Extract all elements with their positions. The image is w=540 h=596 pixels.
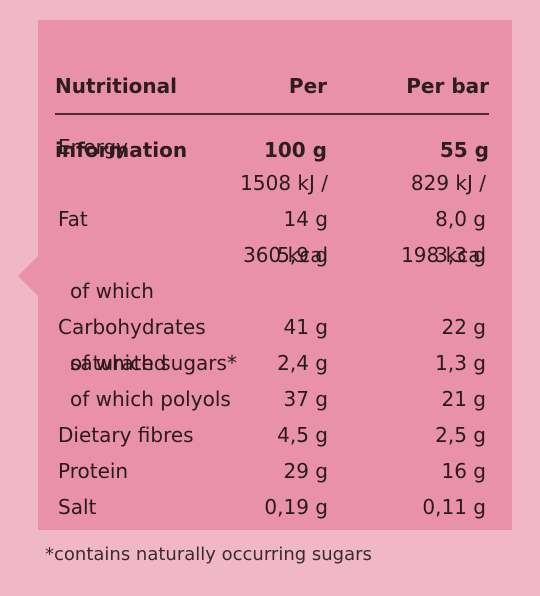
row-label-line2: saturated [70, 351, 167, 375]
header-perbar-line1: Per bar [406, 74, 489, 98]
header-perbar-line2: 55 g [439, 138, 489, 162]
row-per100: 4,5 g [277, 423, 328, 447]
row-label: Protein [58, 459, 129, 483]
row-per100: 41 g [283, 315, 328, 339]
row-carbohydrates: Carbohydrates 41 g 22 g [58, 309, 489, 345]
row-label: Salt [58, 495, 97, 519]
row-perbar-line2: 198 kcal [401, 243, 486, 267]
nutrition-panel: Nutritional information Per 100 g Per ba… [38, 20, 512, 530]
row-fat: Fat 14 g 8,0 g [58, 201, 489, 237]
nutrition-rows: Energy 1508 kJ / 360 kcal 829 kJ / 198 k… [58, 129, 489, 525]
panel-pointer [18, 255, 39, 297]
header-label-line1: Nutritional [55, 74, 178, 98]
row-label-line1: of which [70, 279, 154, 303]
row-polyols: of which polyols 37 g 21 g [58, 381, 489, 417]
row-perbar: 3,3 g [435, 243, 486, 267]
footnote: *contains naturally occurring sugars [45, 544, 372, 565]
row-label: Fat [58, 207, 88, 231]
header-label-line2: information [55, 138, 188, 162]
row-protein: Protein 29 g 16 g [58, 453, 489, 489]
row-label: of which saturated [70, 237, 270, 417]
row-label: Dietary fibres [58, 423, 194, 447]
row-per100: 1508 kJ / 360 kcal [218, 129, 328, 309]
row-saturated: of which saturated 5,9 g 3,3 g [58, 237, 489, 375]
row-salt: Salt 0,19 g 0,11 g [58, 489, 489, 525]
row-perbar: 2,5 g [435, 423, 486, 447]
header-per100-line2: 100 g [263, 138, 327, 162]
row-perbar: 21 g [441, 387, 486, 411]
header-per100: Per 100 g [255, 38, 327, 198]
row-perbar-line1: 829 kJ / [410, 171, 486, 195]
row-label: Carbohydrates [58, 315, 206, 339]
row-per100-line2: 360 kcal [243, 243, 328, 267]
header-per100-line1: Per [288, 74, 327, 98]
row-per100: 5,9 g [277, 243, 328, 267]
row-per100: 37 g [283, 387, 328, 411]
row-perbar: 829 kJ / 198 kcal [368, 129, 486, 309]
row-perbar: 1,3 g [435, 351, 486, 375]
table-header: Nutritional information Per 100 g Per ba… [55, 38, 489, 162]
row-per100: 14 g [283, 207, 328, 231]
header-label: Nutritional information [55, 38, 235, 198]
row-per100: 2,4 g [277, 351, 328, 375]
row-label: of which polyols [70, 387, 231, 411]
row-perbar: 16 g [441, 459, 486, 483]
row-perbar: 0,11 g [422, 495, 486, 519]
row-per100-line1: 1508 kJ / [240, 171, 328, 195]
row-perbar: 22 g [441, 315, 486, 339]
row-fibres: Dietary fibres 4,5 g 2,5 g [58, 417, 489, 453]
row-label: Energy [58, 135, 129, 159]
header-perbar: Per bar 55 g [385, 38, 489, 198]
row-per100: 29 g [283, 459, 328, 483]
row-energy: Energy 1508 kJ / 360 kcal 829 kJ / 198 k… [58, 129, 489, 267]
header-divider [55, 113, 489, 115]
row-sugars: of which sugars* 2,4 g 1,3 g [58, 345, 489, 381]
row-perbar: 8,0 g [435, 207, 486, 231]
row-label: of which sugars* [70, 351, 237, 375]
row-per100: 0,19 g [264, 495, 328, 519]
